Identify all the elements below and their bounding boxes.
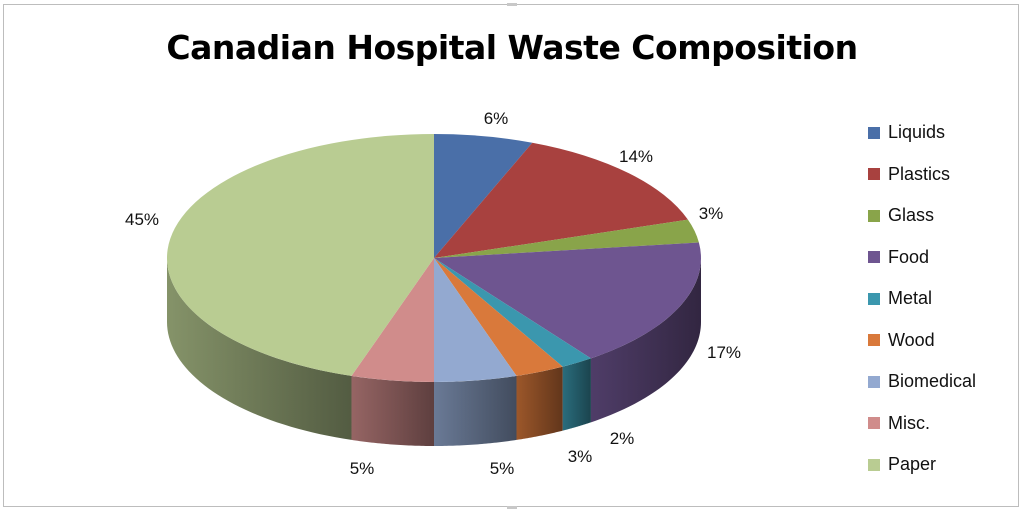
legend-swatch <box>868 458 880 471</box>
pie-slice-liquids[interactable] <box>434 134 533 258</box>
pie-slice-plastics[interactable] <box>434 142 688 258</box>
data-label-glass: 3% <box>699 204 724 223</box>
pie-side-metal <box>562 358 591 431</box>
legend-item-metal[interactable]: Metal <box>868 278 976 320</box>
legend-label: Metal <box>888 288 933 309</box>
legend-label: Paper <box>888 454 937 475</box>
legend-item-plastics[interactable]: Plastics <box>868 154 976 196</box>
resize-handle-bottom[interactable] <box>507 506 517 509</box>
pie-side-misc <box>351 375 434 446</box>
data-label-wood: 3% <box>568 447 593 466</box>
legend-item-misc[interactable]: Misc. <box>868 403 976 445</box>
legend-item-glass[interactable]: Glass <box>868 195 976 237</box>
pie-top-faces <box>167 134 701 382</box>
data-label-misc: 5% <box>350 459 375 478</box>
legend-swatch <box>868 292 880 305</box>
legend-item-biomedical[interactable]: Biomedical <box>868 361 976 403</box>
pie-slice-biomedical[interactable] <box>434 258 517 382</box>
pie-slice-glass[interactable] <box>434 219 699 258</box>
pie-slice-food[interactable] <box>434 242 701 359</box>
chart-title: Canadian Hospital Waste Composition <box>166 28 858 67</box>
legend-item-liquids[interactable]: Liquids <box>868 112 976 154</box>
pie-side-food <box>590 258 701 423</box>
pie-slice-paper[interactable] <box>167 134 434 376</box>
pie-side-wood <box>516 366 563 440</box>
pie-slice-misc[interactable] <box>351 258 434 382</box>
data-label-liquids: 6% <box>484 109 509 128</box>
legend-label: Wood <box>888 329 935 350</box>
pie-side-biomedical <box>434 375 517 446</box>
legend-swatch <box>868 417 880 430</box>
data-label-food: 17% <box>707 343 741 362</box>
legend-swatch <box>868 168 880 181</box>
legend-item-wood[interactable]: Wood <box>868 320 976 362</box>
legend-label: Glass <box>888 205 935 226</box>
legend-label: Biomedical <box>888 371 977 392</box>
legend-label: Plastics <box>888 163 951 184</box>
pie-side-walls <box>167 258 701 446</box>
data-label-metal: 2% <box>610 429 635 448</box>
data-label-paper: 45% <box>125 210 159 229</box>
pie-slice-metal[interactable] <box>434 258 591 367</box>
legend-swatch <box>868 126 880 139</box>
legend-item-food[interactable]: Food <box>868 237 976 279</box>
legend-swatch <box>868 209 880 222</box>
pie-side-paper <box>167 258 352 440</box>
legend-label: Liquids <box>888 122 946 143</box>
legend-swatch <box>868 375 880 388</box>
legend-swatch <box>868 251 880 264</box>
legend-item-paper[interactable]: Paper <box>868 444 976 486</box>
legend-label: Food <box>888 246 930 267</box>
pie-slice-wood[interactable] <box>434 258 563 376</box>
legend-label: Misc. <box>888 412 930 433</box>
resize-handle-top[interactable] <box>507 3 517 6</box>
chart-legend: Liquids Plastics Glass Food Metal Wood Biomedi… <box>868 112 976 486</box>
data-label-biomedical: 5% <box>490 459 515 478</box>
legend-swatch <box>868 334 880 347</box>
data-label-plastics: 14% <box>619 147 653 166</box>
